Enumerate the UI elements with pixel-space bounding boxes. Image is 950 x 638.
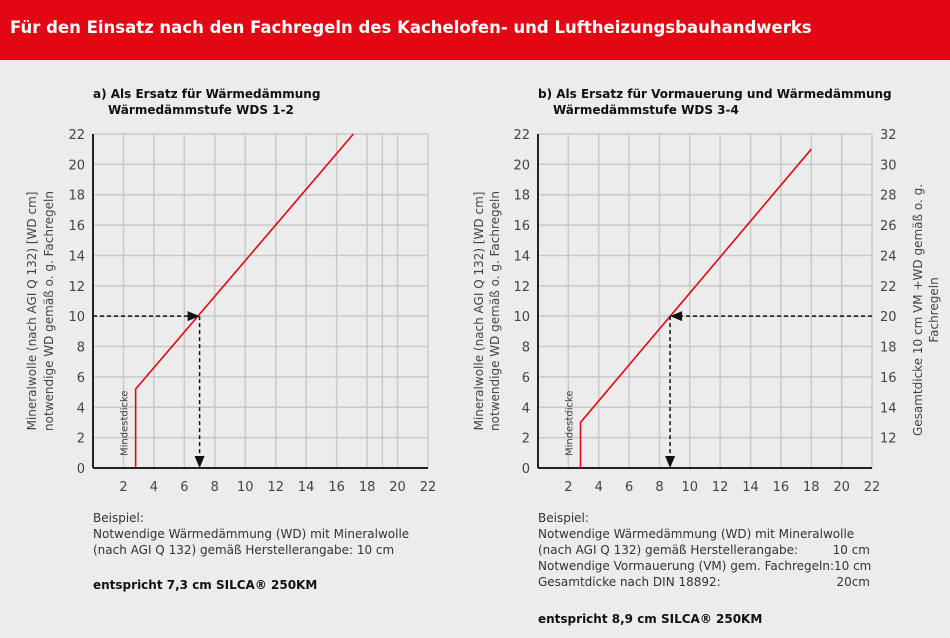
arrow-head-left: [670, 311, 683, 322]
y2-tick-label: 24: [880, 249, 897, 264]
y-axis-label: notwendige WD gemäß o. g. Fachregeln: [42, 191, 56, 431]
note-b-row-value: 10 cm: [834, 559, 872, 573]
chart-a-title: a) Als Ersatz für Wärmedämmung Wärmedämm…: [93, 86, 320, 118]
x-tick-label: 16: [328, 480, 345, 495]
note-b-row-text: Notwendige Vormauerung (VM) gem. Fachreg…: [538, 559, 834, 573]
y2-tick-label: 18: [880, 341, 897, 356]
note-b-row: Notwendige Vormauerung (VM) gem. Fachreg…: [538, 558, 872, 574]
y2-tick-label: 20: [880, 310, 897, 325]
y2-tick-label: 28: [880, 189, 897, 204]
y2-tick-label: 30: [880, 158, 897, 173]
chart-b-title-line1: b) Als Ersatz für Vormauerung und Wärmed…: [538, 87, 892, 101]
note-b-row: (nach AGI Q 132) gemäß Herstellerangabe:…: [538, 542, 870, 558]
x-tick-label: 8: [655, 480, 663, 495]
y-tick-label: 14: [68, 249, 85, 264]
y-tick-label: 0: [522, 462, 530, 477]
x-tick-label: 14: [298, 480, 315, 495]
y-tick-label: 18: [513, 189, 530, 204]
y-tick-label: 20: [68, 158, 85, 173]
note-a-label: Beispiel:: [93, 511, 144, 525]
arrow-head-down: [665, 456, 676, 468]
header-title: Für den Einsatz nach den Fachregeln des …: [10, 18, 812, 37]
y-tick-label: 0: [77, 462, 85, 477]
mindestdicke-label: Mindestdicke: [120, 390, 131, 456]
y-tick-label: 8: [77, 341, 85, 356]
note-b-line1: Notwendige Wärmedämmung (WD) mit Mineral…: [538, 527, 855, 541]
chart-a-title-line2: Wärmedämmstufe WDS 1-2: [108, 103, 294, 117]
note-b-label: Beispiel:: [538, 511, 589, 525]
x-tick-label: 2: [119, 480, 127, 495]
y2-tick-label: 22: [880, 280, 897, 295]
mindestdicke-label: Mindestdicke: [565, 390, 576, 456]
y2-tick-label: 14: [880, 401, 897, 416]
example-note-a: Beispiel: Notwendige Wärmedämmung (WD) m…: [93, 510, 409, 558]
note-a-line2: (nach AGI Q 132) gemäß Herstellerangabe:…: [93, 543, 395, 557]
y2-tick-label: 16: [880, 371, 897, 386]
x-tick-label: 4: [150, 480, 158, 495]
y-tick-label: 2: [77, 432, 85, 447]
chart-b-title-line2: Wärmedämmstufe WDS 3-4: [553, 103, 739, 117]
y-tick-label: 16: [513, 219, 530, 234]
note-b-row-text: (nach AGI Q 132) gemäß Herstellerangabe:: [538, 543, 799, 557]
y-tick-label: 12: [513, 280, 530, 295]
note-b-row-value: 10 cm: [832, 543, 870, 557]
note-b-result: entspricht 8,9 cm SILCA® 250KM: [538, 612, 763, 626]
y-axis-label: Mineralwolle (nach AGI Q 132) [WD cm]: [472, 192, 486, 431]
x-tick-label: 12: [712, 480, 729, 495]
x-tick-label: 18: [359, 480, 376, 495]
y-tick-label: 2: [522, 432, 530, 447]
y-tick-label: 16: [68, 219, 85, 234]
y-tick-label: 22: [68, 128, 85, 143]
x-tick-label: 22: [420, 480, 437, 495]
y2-tick-label: 12: [880, 432, 897, 447]
x-tick-label: 10: [682, 480, 699, 495]
y-tick-label: 10: [68, 310, 85, 325]
data-line: [134, 133, 354, 468]
y2-axis-label: Fachregeln: [927, 277, 941, 342]
chart-b-title: b) Als Ersatz für Vormauerung und Wärmed…: [538, 86, 892, 118]
y-tick-label: 6: [77, 371, 85, 386]
x-tick-label: 6: [180, 480, 188, 495]
y-tick-label: 18: [68, 189, 85, 204]
x-tick-label: 16: [773, 480, 790, 495]
arrow-head-down: [194, 456, 205, 468]
y-tick-label: 10: [513, 310, 530, 325]
x-tick-label: 18: [803, 480, 820, 495]
y-tick-label: 4: [77, 401, 85, 416]
note-a-line1: Notwendige Wärmedämmung (WD) mit Mineral…: [93, 527, 410, 541]
x-tick-label: 10: [237, 480, 254, 495]
y-tick-label: 22: [513, 128, 530, 143]
y-axis-label: notwendige WD gemäß o. g. Fachregeln: [488, 191, 502, 431]
y-tick-label: 8: [522, 341, 530, 356]
y-tick-label: 4: [522, 401, 530, 416]
y-tick-label: 20: [513, 158, 530, 173]
y-tick-label: 6: [522, 371, 530, 386]
arrow-head-right: [187, 311, 200, 322]
x-tick-label: 20: [389, 480, 406, 495]
x-tick-label: 22: [864, 480, 881, 495]
y-tick-label: 12: [68, 280, 85, 295]
x-tick-label: 4: [595, 480, 603, 495]
note-b-row: Gesamtdicke nach DIN 18892: 20cm: [538, 574, 870, 590]
header-bar: Für den Einsatz nach den Fachregeln des …: [0, 0, 950, 60]
note-b-row-value: 20cm: [836, 575, 870, 589]
example-note-b: Beispiel: Notwendige Wärmedämmung (WD) m…: [538, 510, 872, 590]
y-axis-label: Mineralwolle (nach AGI Q 132) [WD cm]: [25, 192, 39, 431]
x-tick-label: 14: [742, 480, 759, 495]
chart-a-title-line1: a) Als Ersatz für Wärmedämmung: [93, 87, 321, 101]
y2-tick-label: 32: [880, 128, 897, 143]
x-tick-label: 8: [211, 480, 219, 495]
y2-axis-label: Gesamtdicke 10 cm VM +WD gemäß o. g.: [911, 184, 925, 436]
note-b-row-text: Gesamtdicke nach DIN 18892:: [538, 575, 721, 589]
x-tick-label: 20: [833, 480, 850, 495]
x-tick-label: 12: [267, 480, 284, 495]
data-line: [579, 148, 812, 468]
x-tick-label: 2: [564, 480, 572, 495]
y-tick-label: 14: [513, 249, 530, 264]
note-a-result: entspricht 7,3 cm SILCA® 250KM: [93, 578, 318, 592]
x-tick-label: 6: [625, 480, 633, 495]
y2-tick-label: 26: [880, 219, 897, 234]
